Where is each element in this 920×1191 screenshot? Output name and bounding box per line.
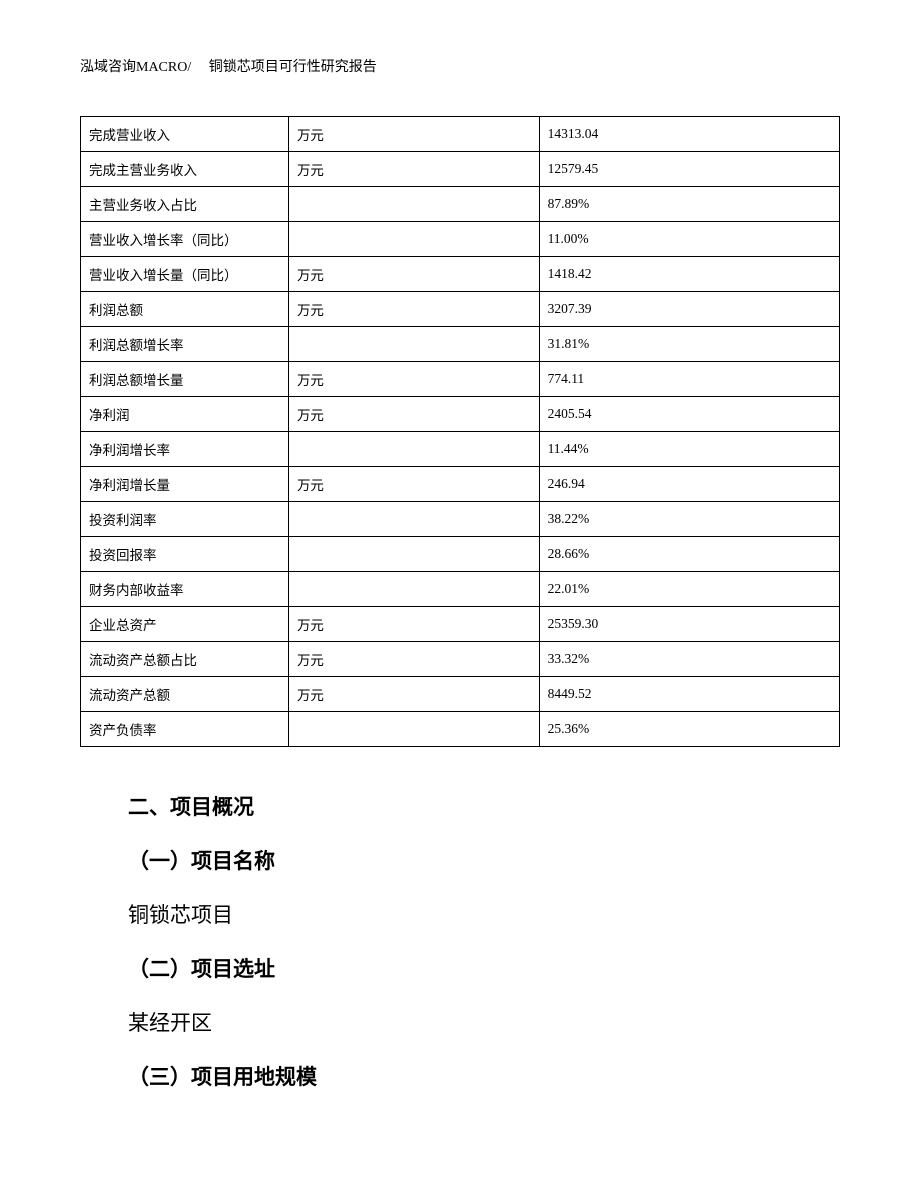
row-value: 11.44% bbox=[539, 432, 839, 467]
row-label: 主营业务收入占比 bbox=[81, 187, 289, 222]
row-label: 利润总额 bbox=[81, 292, 289, 327]
row-unit: 万元 bbox=[288, 362, 539, 397]
row-unit bbox=[288, 537, 539, 572]
row-value: 31.81% bbox=[539, 327, 839, 362]
row-label: 投资回报率 bbox=[81, 537, 289, 572]
row-unit: 万元 bbox=[288, 642, 539, 677]
row-value: 2405.54 bbox=[539, 397, 839, 432]
table-row: 主营业务收入占比 87.89% bbox=[81, 187, 840, 222]
page-header: 泓域咨询MACRO/ 铜锁芯项目可行性研究报告 bbox=[80, 56, 840, 76]
section-2-title: 二、项目概况 bbox=[128, 791, 840, 821]
table-row: 完成主营业务收入万元12579.45 bbox=[81, 152, 840, 187]
row-unit: 万元 bbox=[288, 257, 539, 292]
section-2-1-body: 铜锁芯项目 bbox=[128, 899, 840, 929]
table-row: 净利润增长量万元246.94 bbox=[81, 467, 840, 502]
row-value: 22.01% bbox=[539, 572, 839, 607]
row-label: 企业总资产 bbox=[81, 607, 289, 642]
row-label: 利润总额增长率 bbox=[81, 327, 289, 362]
table-row: 流动资产总额万元8449.52 bbox=[81, 677, 840, 712]
row-label: 完成营业收入 bbox=[81, 117, 289, 152]
row-unit: 万元 bbox=[288, 677, 539, 712]
row-unit: 万元 bbox=[288, 467, 539, 502]
row-value: 774.11 bbox=[539, 362, 839, 397]
row-unit bbox=[288, 187, 539, 222]
row-label: 营业收入增长率（同比） bbox=[81, 222, 289, 257]
table-row: 财务内部收益率 22.01% bbox=[81, 572, 840, 607]
row-value: 14313.04 bbox=[539, 117, 839, 152]
table-row: 利润总额增长率 31.81% bbox=[81, 327, 840, 362]
financial-table: 完成营业收入万元14313.04完成主营业务收入万元12579.45主营业务收入… bbox=[80, 116, 840, 747]
table-row: 营业收入增长率（同比） 11.00% bbox=[81, 222, 840, 257]
row-unit bbox=[288, 572, 539, 607]
row-label: 资产负债率 bbox=[81, 712, 289, 747]
row-value: 3207.39 bbox=[539, 292, 839, 327]
section-2-1-heading: （一）项目名称 bbox=[128, 845, 840, 875]
table-row: 投资回报率 28.66% bbox=[81, 537, 840, 572]
row-unit bbox=[288, 432, 539, 467]
table-row: 完成营业收入万元14313.04 bbox=[81, 117, 840, 152]
row-unit bbox=[288, 712, 539, 747]
row-value: 25359.30 bbox=[539, 607, 839, 642]
row-value: 33.32% bbox=[539, 642, 839, 677]
row-label: 流动资产总额占比 bbox=[81, 642, 289, 677]
row-label: 净利润 bbox=[81, 397, 289, 432]
row-unit: 万元 bbox=[288, 397, 539, 432]
row-value: 87.89% bbox=[539, 187, 839, 222]
row-label: 流动资产总额 bbox=[81, 677, 289, 712]
row-value: 1418.42 bbox=[539, 257, 839, 292]
row-value: 8449.52 bbox=[539, 677, 839, 712]
row-value: 28.66% bbox=[539, 537, 839, 572]
table-row: 利润总额万元3207.39 bbox=[81, 292, 840, 327]
table-row: 企业总资产万元25359.30 bbox=[81, 607, 840, 642]
row-value: 246.94 bbox=[539, 467, 839, 502]
section-2-2-heading: （二）项目选址 bbox=[128, 953, 840, 983]
row-unit: 万元 bbox=[288, 152, 539, 187]
row-unit bbox=[288, 327, 539, 362]
table-row: 营业收入增长量（同比）万元1418.42 bbox=[81, 257, 840, 292]
row-value: 11.00% bbox=[539, 222, 839, 257]
section-2-2-body: 某经开区 bbox=[128, 1007, 840, 1037]
section-2-3-heading: （三）项目用地规模 bbox=[128, 1061, 840, 1091]
row-unit bbox=[288, 502, 539, 537]
row-label: 财务内部收益率 bbox=[81, 572, 289, 607]
row-label: 净利润增长量 bbox=[81, 467, 289, 502]
row-unit bbox=[288, 222, 539, 257]
table-row: 净利润增长率 11.44% bbox=[81, 432, 840, 467]
row-label: 完成主营业务收入 bbox=[81, 152, 289, 187]
table-row: 利润总额增长量万元774.11 bbox=[81, 362, 840, 397]
row-label: 净利润增长率 bbox=[81, 432, 289, 467]
row-value: 12579.45 bbox=[539, 152, 839, 187]
row-unit: 万元 bbox=[288, 117, 539, 152]
table-body: 完成营业收入万元14313.04完成主营业务收入万元12579.45主营业务收入… bbox=[81, 117, 840, 747]
row-label: 投资利润率 bbox=[81, 502, 289, 537]
table-row: 投资利润率 38.22% bbox=[81, 502, 840, 537]
row-label: 利润总额增长量 bbox=[81, 362, 289, 397]
row-unit: 万元 bbox=[288, 607, 539, 642]
table-row: 净利润万元2405.54 bbox=[81, 397, 840, 432]
document-page: 泓域咨询MACRO/ 铜锁芯项目可行性研究报告 完成营业收入万元14313.04… bbox=[0, 0, 920, 1139]
row-unit: 万元 bbox=[288, 292, 539, 327]
table-row: 流动资产总额占比万元33.32% bbox=[81, 642, 840, 677]
row-value: 38.22% bbox=[539, 502, 839, 537]
row-value: 25.36% bbox=[539, 712, 839, 747]
table-row: 资产负债率 25.36% bbox=[81, 712, 840, 747]
row-label: 营业收入增长量（同比） bbox=[81, 257, 289, 292]
